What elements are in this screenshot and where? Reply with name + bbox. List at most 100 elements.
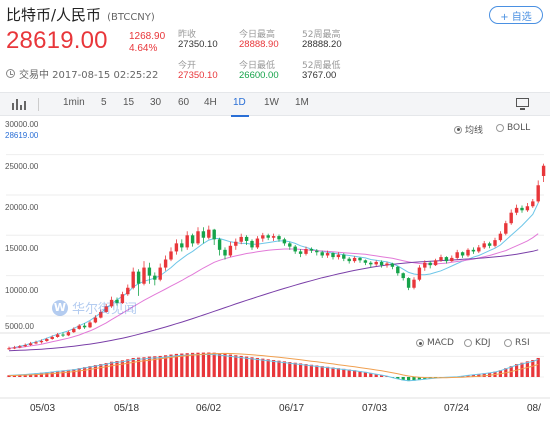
candle-body xyxy=(379,261,384,266)
macd-bar xyxy=(315,365,319,377)
price-change-pct: 4.64% xyxy=(129,43,158,54)
candle-body xyxy=(482,243,486,248)
macd-bar xyxy=(104,363,108,377)
stat-value: 27350.10 xyxy=(178,39,218,50)
x-tick-label: 07/03 xyxy=(362,403,388,414)
legend-kdj[interactable]: KDJ xyxy=(464,338,491,348)
chart-toolbar: 1min 5 15 30 60 4H 1D 1W 1M xyxy=(0,92,550,117)
legend-macd[interactable]: MACD xyxy=(416,338,454,348)
candle-body xyxy=(525,206,530,211)
tab-1m[interactable]: 1M xyxy=(295,97,309,108)
macd-bar xyxy=(245,356,249,377)
macd-bar xyxy=(223,353,227,377)
candle-body xyxy=(18,346,22,348)
macd-bar xyxy=(520,362,524,377)
macd-bar xyxy=(142,357,146,377)
macd-bar xyxy=(401,377,405,381)
candle-body xyxy=(23,345,27,347)
x-tick-label: 06/02 xyxy=(196,403,222,414)
candle-body xyxy=(428,262,432,266)
macd-bar xyxy=(293,362,297,377)
candle-body xyxy=(331,253,335,258)
macd-bar xyxy=(185,353,189,377)
legend-boll-label: BOLL xyxy=(507,123,531,133)
macd-bar xyxy=(88,366,92,377)
candle-body xyxy=(304,249,308,254)
macd-bar xyxy=(164,355,168,377)
candle-body xyxy=(34,342,38,344)
y-tick-label: 20000.00 xyxy=(5,203,39,212)
fullscreen-icon[interactable] xyxy=(516,98,529,111)
stat-value: 26600.00 xyxy=(239,70,279,81)
price-change: 1268.90 xyxy=(129,31,166,42)
candle-body xyxy=(417,267,422,280)
candle-body xyxy=(99,311,103,318)
candle-body xyxy=(72,328,76,333)
legend-ma[interactable]: 均线 xyxy=(454,123,483,136)
tab-5[interactable]: 5 xyxy=(101,97,107,108)
legend-rsi-label: RSI xyxy=(515,338,530,348)
macd-bar xyxy=(56,370,60,377)
y-tick-label: 30000.00 xyxy=(5,120,39,129)
candle-body xyxy=(104,306,108,312)
tab-1d[interactable]: 1D xyxy=(233,97,246,108)
candle-body xyxy=(217,239,222,250)
candlestick-icon[interactable] xyxy=(12,99,26,110)
y-tick-label: 15000.00 xyxy=(5,244,39,253)
macd-bar xyxy=(218,353,222,377)
candle-body xyxy=(536,185,540,202)
macd-bar xyxy=(347,369,351,377)
candle-body xyxy=(288,243,292,247)
radio-selected-icon xyxy=(454,125,462,134)
macd-bar xyxy=(380,374,384,377)
current-price: 28619.00 xyxy=(6,27,108,54)
macd-bar xyxy=(39,372,43,377)
radio-icon xyxy=(496,124,504,132)
candle-body xyxy=(531,201,535,207)
candle-body xyxy=(147,267,152,276)
macd-bar xyxy=(131,357,135,377)
tab-15[interactable]: 15 xyxy=(123,97,135,108)
macd-bar xyxy=(277,360,281,377)
candle-body xyxy=(325,253,330,256)
candle-body xyxy=(126,287,130,295)
stat-label: 今开 xyxy=(178,61,197,71)
radio-icon xyxy=(504,339,512,347)
legend-ma-label: 均线 xyxy=(465,126,484,136)
macd-bar xyxy=(412,377,416,381)
tab-1w[interactable]: 1W xyxy=(264,97,279,108)
add-watchlist-button[interactable]: + 自选 xyxy=(489,6,543,24)
macd-bar xyxy=(358,371,362,377)
tab-1min[interactable]: 1min xyxy=(63,97,85,108)
macd-bar xyxy=(288,362,292,377)
legend-kdj-label: KDJ xyxy=(475,338,491,348)
macd-bar xyxy=(309,364,313,377)
macd-bar xyxy=(120,360,124,377)
candle-body xyxy=(406,278,411,288)
candle-body xyxy=(153,275,157,280)
candle-body xyxy=(309,249,314,251)
macd-bar xyxy=(304,364,308,377)
legend-rsi[interactable]: RSI xyxy=(504,338,530,348)
macd-bar xyxy=(407,377,411,382)
candle-body xyxy=(514,207,519,213)
candle-body xyxy=(352,257,357,262)
candle-body xyxy=(93,317,98,323)
candle-body xyxy=(266,235,270,238)
macd-bar xyxy=(369,372,373,377)
macd-bar xyxy=(61,370,65,377)
legend-boll[interactable]: BOLL xyxy=(496,123,530,133)
tab-4h[interactable]: 4H xyxy=(204,97,217,108)
tab-30[interactable]: 30 xyxy=(150,97,162,108)
x-tick-label: 08/ xyxy=(527,403,541,414)
macd-bar xyxy=(158,355,162,377)
tab-60[interactable]: 60 xyxy=(178,97,190,108)
stat-value: 28888.20 xyxy=(302,39,342,50)
x-tick-label: 06/17 xyxy=(279,403,305,414)
macd-dea-line xyxy=(8,352,539,379)
toolbar-divider xyxy=(38,98,39,111)
macd-bar xyxy=(239,355,243,377)
stat-today-high: 今日最高 28888.90 xyxy=(239,27,279,50)
page-title: 比特币/人民币 xyxy=(6,6,102,24)
candle-body xyxy=(277,236,281,240)
